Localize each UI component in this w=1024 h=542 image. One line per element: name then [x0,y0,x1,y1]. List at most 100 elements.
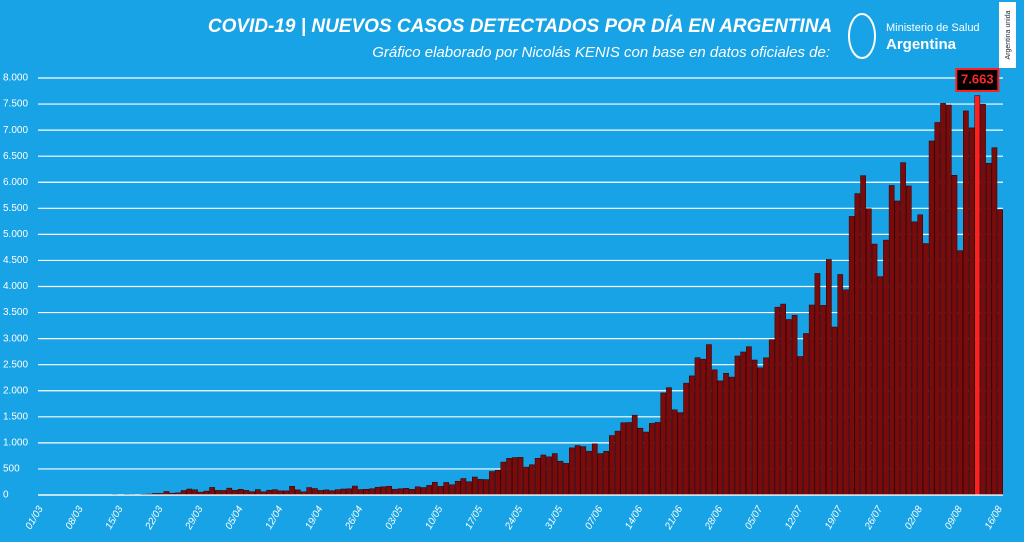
bar [694,357,701,496]
y-tick-label: 6.500 [3,151,28,162]
bar [763,357,769,496]
bar [854,193,861,496]
bar [363,488,370,496]
bar [974,95,981,496]
bar [620,422,627,496]
bar [660,392,667,496]
bar [277,490,284,496]
bar [403,488,410,496]
bar [329,490,335,496]
bar [357,489,364,496]
bar [677,412,684,496]
y-tick-label: 8.000 [3,73,28,84]
bar [563,463,570,496]
bar [551,453,558,496]
bar [700,358,707,496]
bar [494,470,501,496]
bar [317,490,324,496]
bar [711,369,718,496]
bar [951,175,958,496]
bar [472,476,478,496]
bar [409,489,415,496]
bar [728,376,735,496]
bar [717,380,724,496]
bar [900,162,906,496]
logo-tag-box [999,2,1016,68]
bar [734,355,741,496]
bar [740,351,747,496]
bar [905,185,912,496]
bar [820,305,826,496]
chart-title: COVID-19 | NUEVOS CASOS DETECTADOS POR D… [208,15,832,37]
bar [460,478,467,496]
bar [374,486,381,496]
bar [786,319,792,496]
bar [340,488,347,496]
bar [591,443,598,496]
bar [414,486,421,496]
bar [226,487,233,496]
bar [500,461,507,496]
bar [985,162,992,496]
bar [603,451,609,496]
bar [980,103,986,496]
y-tick-label: 2.000 [3,385,28,396]
bar [963,110,969,496]
bar [511,457,518,496]
bar [334,489,341,496]
y-tick-label: 4.500 [3,255,28,266]
bar [848,216,855,496]
bar [757,367,764,496]
bar [220,490,227,496]
logo-line1: Ministerio de Salud [886,22,980,34]
bar [666,387,672,496]
bar [506,458,512,496]
bar [768,339,775,496]
bar [392,488,398,496]
y-tick-label: 3.500 [3,307,28,318]
bar [649,423,655,496]
bar [232,489,238,496]
bar [306,487,313,496]
y-tick-label: 5.000 [3,229,28,240]
y-tick-label: 3.000 [3,333,28,344]
bar [489,471,495,496]
bar [860,175,866,496]
chart-subtitle: Gráfico elaborado por Nicolás KENIS con … [372,44,830,61]
y-tick-label: 2.500 [3,359,28,370]
y-tick-label: 4.000 [3,281,28,292]
bar [945,104,952,496]
bar [534,458,541,496]
bar [255,489,261,496]
bar [751,359,758,496]
bar [237,489,244,496]
bar [517,457,524,496]
bar [774,306,781,496]
bar [557,460,564,496]
bar [312,488,318,496]
bar [957,250,963,496]
bar [529,464,535,496]
bar [283,490,290,496]
bar [609,435,615,496]
bar [934,122,941,496]
bar [940,103,946,496]
bar [243,490,250,496]
y-tick-label: 1.500 [3,411,28,422]
bar [814,273,821,496]
bar [289,486,295,496]
bar [369,488,375,496]
bar [483,479,490,496]
bar [272,489,278,496]
bar [877,276,884,496]
bar [546,456,552,496]
bar [843,289,849,496]
bar [574,445,581,496]
bar [454,480,461,496]
bar [991,147,998,496]
y-tick-label: 1.000 [3,438,28,449]
bar [266,489,273,496]
bar [186,488,193,496]
